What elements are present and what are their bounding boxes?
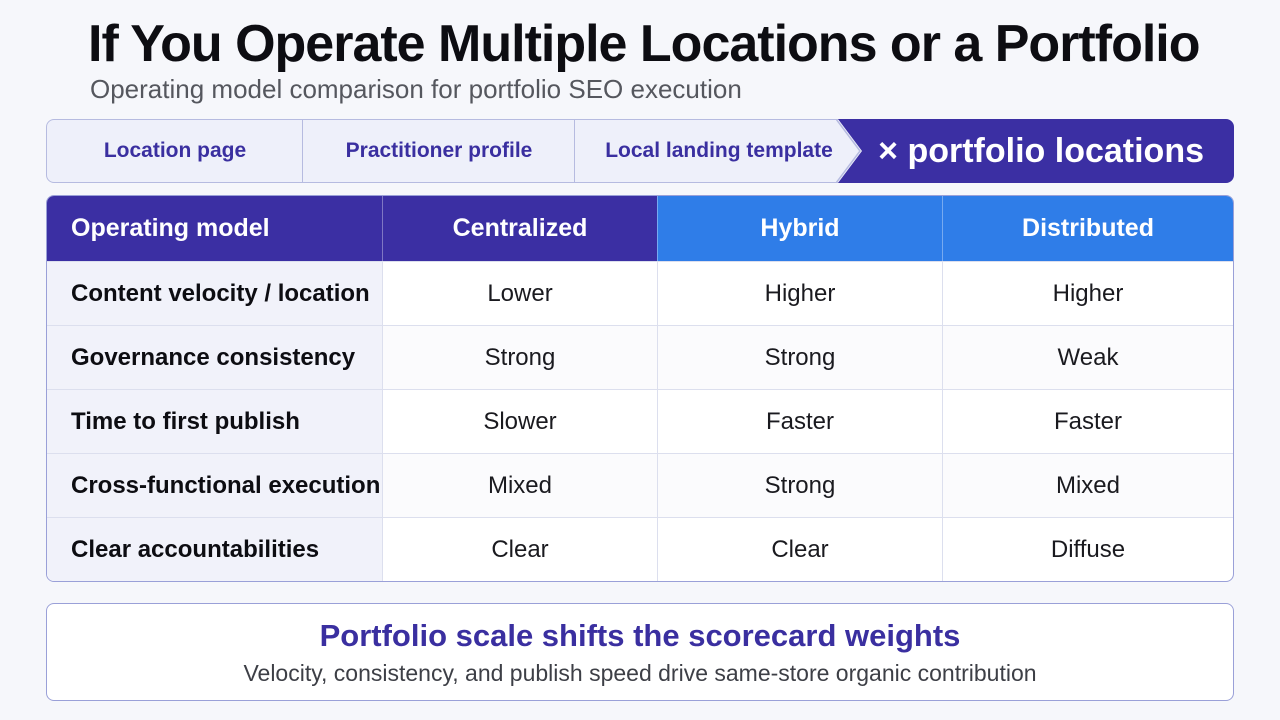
table-cell: Higher [657, 262, 942, 325]
table-cell: Strong [382, 326, 657, 389]
table-row: Clear accountabilities Clear Clear Diffu… [47, 517, 1233, 581]
table-cell: Clear [657, 518, 942, 581]
row-label: Content velocity / location [47, 262, 382, 325]
flow-step-location-page: Location page [46, 119, 304, 183]
table-cell: Slower [382, 390, 657, 453]
header-centralized: Centralized [382, 196, 657, 261]
flow-step-local-landing-template: Local landing template [574, 119, 864, 183]
table-cell: Clear [382, 518, 657, 581]
header-operating-model: Operating model [47, 196, 382, 261]
table-cell: Mixed [382, 454, 657, 517]
comparison-table: Operating model Centralized Hybrid Distr… [46, 195, 1234, 582]
flow-result: × portfolio locations [838, 119, 1234, 183]
table-cell: Higher [942, 262, 1233, 325]
header-distributed: Distributed [942, 196, 1233, 261]
table-header-row: Operating model Centralized Hybrid Distr… [47, 196, 1233, 261]
table-cell: Faster [657, 390, 942, 453]
flow-strip: Location page Practitioner profile Local… [46, 119, 1234, 183]
table-cell: Strong [657, 326, 942, 389]
page-subtitle: Operating model comparison for portfolio… [90, 74, 742, 104]
row-label: Cross-functional execution [47, 454, 382, 517]
callout-title: Portfolio scale shifts the scorecard wei… [319, 617, 961, 653]
summary-callout: Portfolio scale shifts the scorecard wei… [46, 603, 1234, 701]
table-cell: Diffuse [942, 518, 1233, 581]
table-row: Governance consistency Strong Strong Wea… [47, 325, 1233, 389]
table-cell: Strong [657, 454, 942, 517]
header-hybrid: Hybrid [657, 196, 942, 261]
table-cell: Lower [382, 262, 657, 325]
row-label: Clear accountabilities [47, 518, 382, 581]
table-row: Cross-functional execution Mixed Strong … [47, 453, 1233, 517]
row-label: Time to first publish [47, 390, 382, 453]
table-cell: Mixed [942, 454, 1233, 517]
table-cell: Faster [942, 390, 1233, 453]
table-row: Time to first publish Slower Faster Fast… [47, 389, 1233, 453]
page-title: If You Operate Multiple Locations or a P… [88, 15, 1200, 73]
table-row: Content velocity / location Lower Higher… [47, 261, 1233, 325]
row-label: Governance consistency [47, 326, 382, 389]
flow-step-practitioner-profile: Practitioner profile [302, 119, 576, 183]
table-cell: Weak [942, 326, 1233, 389]
callout-subtitle: Velocity, consistency, and publish speed… [243, 659, 1037, 686]
